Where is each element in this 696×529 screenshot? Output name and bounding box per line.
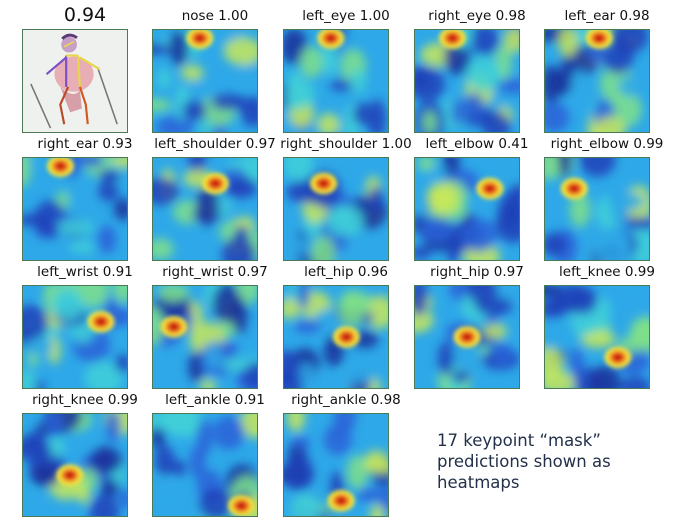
keypoint-label: left_ear 0.98 (564, 8, 650, 24)
heatmap (22, 157, 128, 261)
heatmap (414, 157, 520, 261)
keypoint-cell: left_wrist 0.91 (20, 264, 150, 389)
heatmap-peak (227, 495, 255, 516)
heatmap (152, 157, 258, 261)
keypoint-cell: left_knee 0.99 (542, 264, 672, 389)
heatmap (544, 29, 650, 133)
keypoint-label: right_shoulder 1.00 (280, 136, 412, 152)
keypoint-cell: right_eye 0.98 (412, 8, 542, 133)
heatmap-peak (327, 489, 355, 512)
heatmap (152, 29, 258, 133)
keypoint-cell: right_elbow 0.99 (542, 136, 672, 261)
input-image-cell: 0.94 (20, 4, 150, 133)
heatmap-canvas (545, 30, 649, 132)
heatmap-peak (476, 177, 504, 200)
heatmap (283, 285, 389, 389)
keypoint-label: left_knee 0.99 (559, 264, 655, 280)
heatmap-peak (438, 30, 467, 49)
keypoint-label: right_wrist 0.97 (162, 264, 268, 280)
keypoint-cell: left_ear 0.98 (542, 8, 672, 133)
heatmap-peak (46, 158, 75, 177)
heatmap-peak (310, 172, 338, 195)
keypoint-label: left_shoulder 0.97 (154, 136, 276, 152)
heatmap-canvas (23, 286, 127, 388)
heatmap-canvas (415, 30, 519, 132)
keypoint-label: nose 1.00 (181, 8, 249, 24)
keypoint-cell: nose 1.00 (150, 8, 280, 133)
heatmap-peak (453, 326, 481, 348)
keypoint-cell: right_wrist 0.97 (150, 264, 280, 389)
heatmap-peak (332, 326, 360, 348)
keypoint-label: right_ear 0.93 (37, 136, 133, 152)
heatmap-canvas (284, 30, 388, 132)
keypoint-cell: left_ankle 0.91 (150, 392, 280, 517)
heatmap-canvas (23, 414, 127, 516)
keypoint-label: right_knee 0.99 (32, 392, 138, 408)
heatmap-canvas (284, 158, 388, 260)
caption-note: 17 keypoint “mask” predictions shown as … (437, 431, 611, 492)
heatmap (283, 157, 389, 261)
heatmap-canvas (284, 414, 388, 516)
heatmap-peak (604, 346, 632, 369)
keypoint-cell: right_ear 0.93 (20, 136, 150, 261)
keypoint-cell: right_knee 0.99 (20, 392, 150, 517)
heatmap (22, 413, 128, 517)
heatmap (283, 413, 389, 517)
heatmap-peak (56, 464, 84, 486)
skier-image (22, 29, 128, 133)
heatmap (414, 285, 520, 389)
heatmap-peak (585, 30, 613, 49)
heatmap-peak (317, 30, 345, 49)
heatmap-peak (87, 310, 115, 333)
heatmap-canvas (153, 414, 257, 516)
heatmap (152, 285, 258, 389)
heatmap-peak (160, 316, 188, 338)
keypoint-label: left_elbow 0.41 (425, 136, 529, 152)
keypoint-label: left_eye 1.00 (302, 8, 390, 24)
overall-score: 0.94 (63, 4, 107, 26)
heatmap-canvas (415, 158, 519, 260)
heatmap (22, 285, 128, 389)
keypoint-label: right_eye 0.98 (428, 8, 526, 24)
heatmap (152, 413, 258, 517)
skier-illustration (23, 30, 127, 132)
keypoint-label: left_hip 0.96 (304, 264, 388, 280)
heatmap (283, 29, 389, 133)
keypoint-cell: left_eye 1.00 (281, 8, 411, 133)
heatmap (544, 285, 650, 389)
keypoint-cell: right_shoulder 1.00 (280, 136, 412, 261)
heatmap-canvas (415, 286, 519, 388)
heatmap-canvas (284, 286, 388, 388)
heatmap-canvas (153, 286, 257, 388)
heatmap (544, 157, 650, 261)
heatmap-canvas (545, 286, 649, 388)
keypoint-label: left_ankle 0.91 (165, 392, 265, 408)
keypoint-label: left_wrist 0.91 (37, 264, 133, 280)
keypoint-label: right_ankle 0.98 (291, 392, 401, 408)
keypoint-label: right_hip 0.97 (430, 264, 524, 280)
heatmap-canvas (153, 30, 257, 132)
heatmap-peak (186, 30, 214, 49)
keypoint-cell: left_hip 0.96 (281, 264, 411, 389)
keypoint-cell: right_hip 0.97 (412, 264, 542, 389)
heatmap-peak (560, 177, 588, 200)
heatmap-canvas (23, 158, 127, 260)
heatmap-canvas (545, 158, 649, 260)
heatmap-peak (201, 172, 229, 195)
heatmap (414, 29, 520, 133)
keypoint-cell: left_shoulder 0.97 (150, 136, 280, 261)
keypoint-label: right_elbow 0.99 (550, 136, 664, 152)
keypoint-cell: right_ankle 0.98 (281, 392, 411, 517)
heatmap-canvas (153, 158, 257, 260)
keypoint-cell: left_elbow 0.41 (412, 136, 542, 261)
